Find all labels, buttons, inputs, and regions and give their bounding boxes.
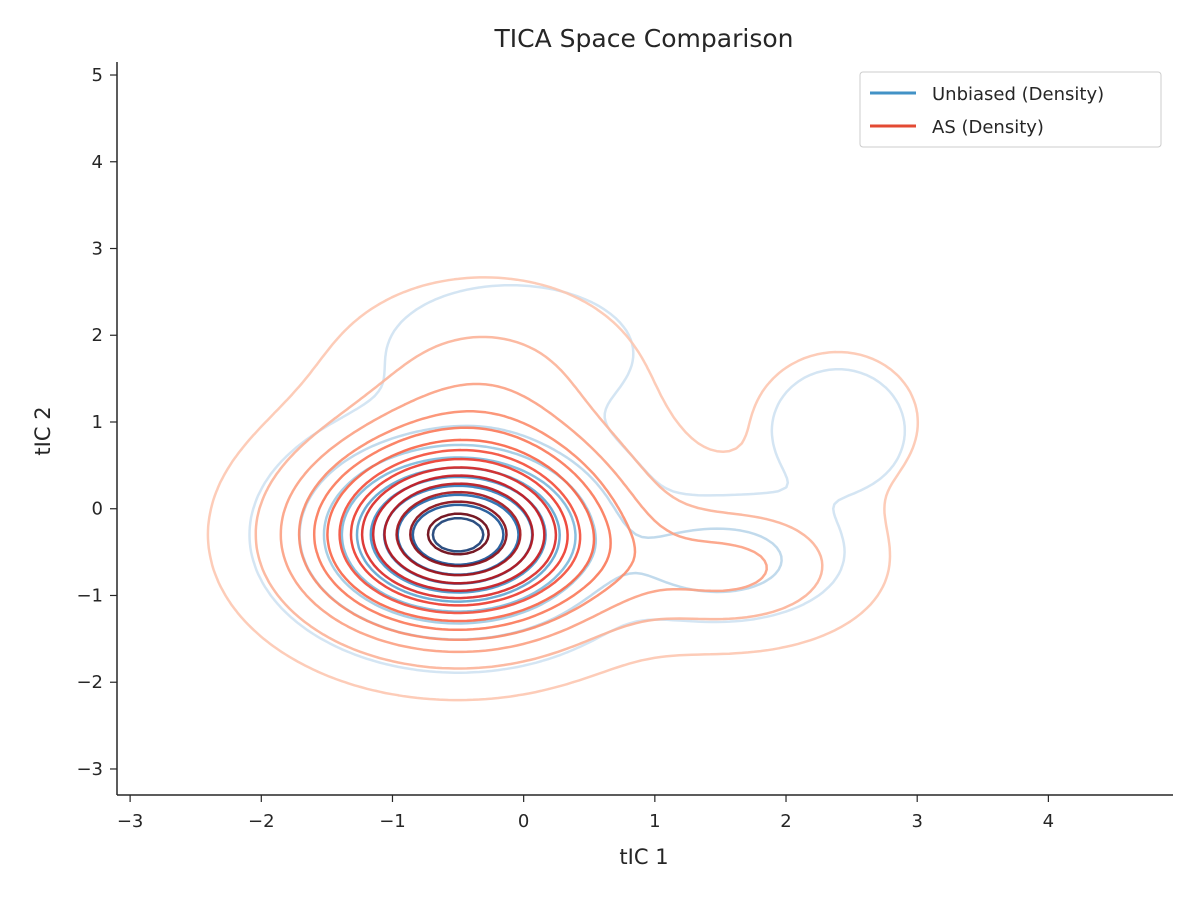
y-tick-label: 1: [92, 412, 103, 433]
contour-line: [371, 474, 546, 592]
y-tick-label: −3: [76, 759, 103, 780]
contour-line: [426, 512, 490, 556]
contour-line: [297, 410, 637, 642]
contour-line: [409, 500, 508, 568]
x-tick-label: 2: [780, 811, 791, 832]
y-tick-label: 2: [92, 325, 103, 346]
contour-group-as: [206, 276, 920, 702]
legend-label-as: AS (Density): [932, 117, 1044, 138]
x-tick-label: 3: [911, 811, 922, 832]
contour-line: [340, 456, 577, 613]
chart-title: TICA Space Comparison: [494, 24, 794, 53]
contour-line: [279, 382, 768, 654]
x-tick-label: 4: [1043, 811, 1054, 832]
contour-line: [395, 490, 522, 577]
x-tick-label: 0: [518, 811, 529, 832]
axes-layer: −3 −2 −1 0 1 2 3 4 −3 −2 −1 0 1 2 3 4 5: [76, 62, 1173, 832]
x-tick-label: −2: [248, 811, 275, 832]
contour-line: [206, 276, 920, 702]
legend: Unbiased (Density) AS (Density): [859, 71, 1162, 148]
y-tick-label: −2: [76, 672, 103, 693]
x-tick-label: −3: [117, 811, 144, 832]
contour-line: [338, 448, 582, 615]
contour-layer: [206, 276, 920, 702]
contour-line: [254, 335, 824, 670]
y-tick-label: 0: [92, 499, 103, 520]
y-tick-label: 3: [92, 239, 103, 260]
y-tick-label: 5: [92, 65, 103, 86]
contour-line: [248, 283, 907, 674]
contour-line: [411, 503, 505, 566]
contour-line: [312, 426, 612, 632]
x-tick-label: −1: [379, 811, 406, 832]
y-tick-label: −1: [76, 585, 103, 606]
x-axis-label: tIC 1: [619, 845, 668, 869]
contour-line: [431, 516, 485, 553]
legend-box: [859, 71, 1162, 148]
contour-line: [360, 466, 558, 600]
contour-line: [383, 482, 534, 585]
legend-label-unbiased: Unbiased (Density): [932, 84, 1104, 105]
y-tick-label: 4: [92, 152, 103, 173]
contour-line: [349, 457, 569, 607]
y-axis-label: tIC 2: [31, 406, 55, 455]
x-tick-label: 1: [649, 811, 660, 832]
contour-line: [326, 438, 596, 623]
